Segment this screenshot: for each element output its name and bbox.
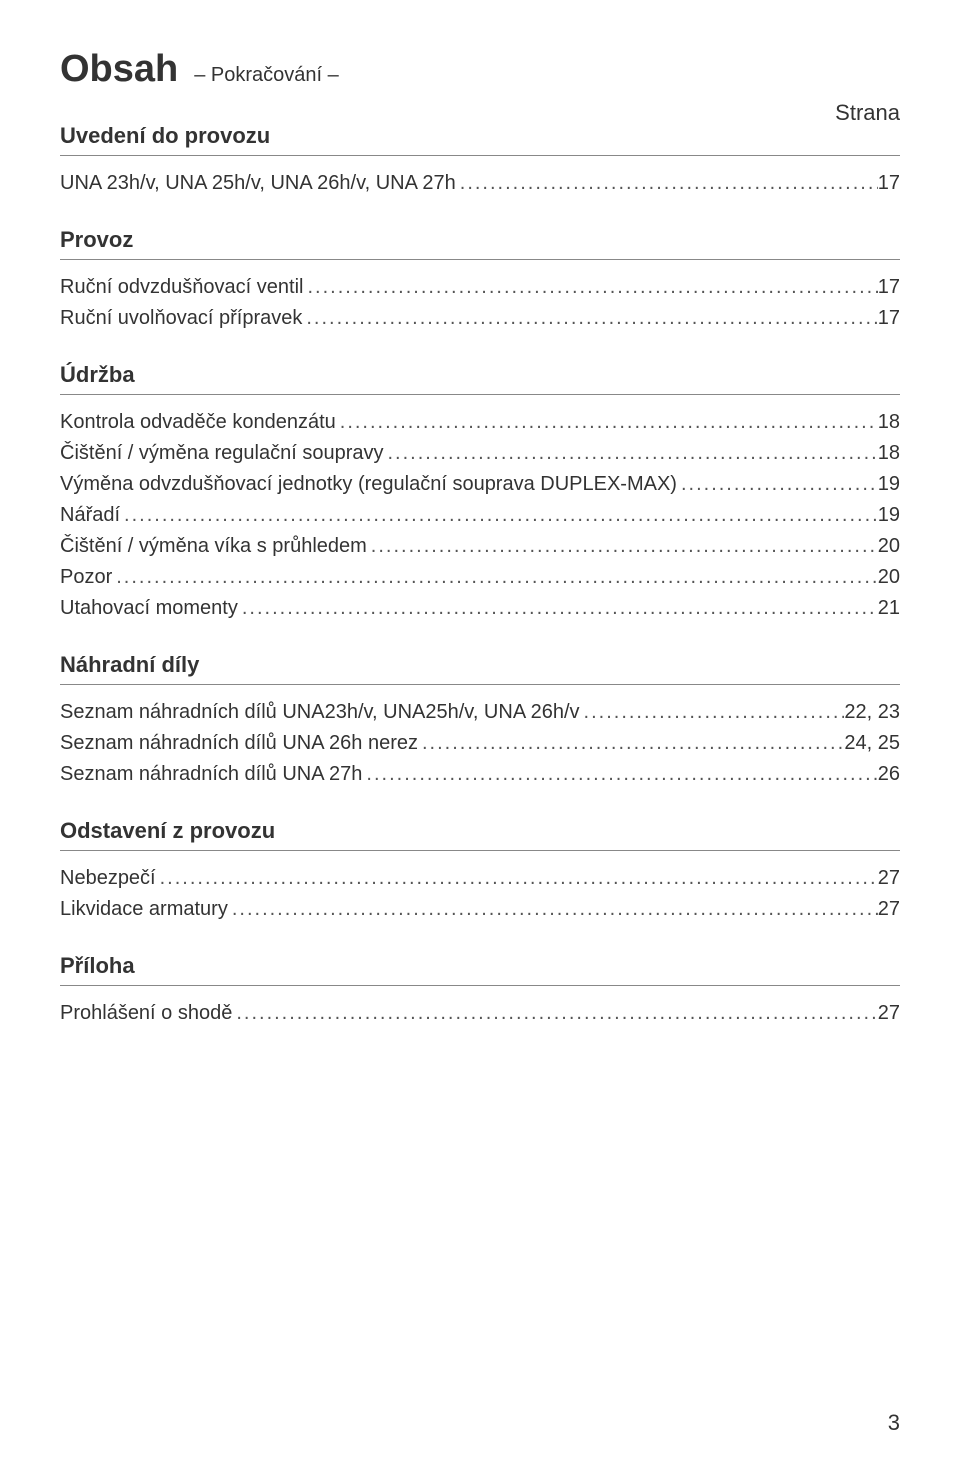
toc-row: Ruční odvzdušňovací ventil 17	[60, 272, 900, 303]
toc-row-label: Čištění / výměna víka s průhledem	[60, 531, 367, 562]
toc-row-label: Pozor	[60, 562, 112, 593]
toc-row-label: Utahovací momenty	[60, 593, 238, 624]
toc-row: Kontrola odvaděče kondenzátu 18	[60, 407, 900, 438]
toc-row: Čištění / výměna víka s průhledem 20	[60, 531, 900, 562]
toc-row: Čištění / výměna regulační soupravy 18	[60, 438, 900, 469]
toc-section: Náhradní díly Seznam náhradních dílů UNA2…	[60, 652, 900, 790]
toc-row-page: 20	[878, 531, 900, 562]
toc-row-label: Seznam náhradních dílů UNA 26h nerez	[60, 728, 418, 759]
toc-row: Ruční uvolňovací přípravek 17	[60, 303, 900, 334]
toc-row: Pozor 20	[60, 562, 900, 593]
toc-row-page: 20	[878, 562, 900, 593]
toc-row-page: 27	[878, 998, 900, 1029]
toc-row-label: Likvidace armatury	[60, 894, 228, 925]
toc-row-label: Čištění / výměna regulační soupravy	[60, 438, 384, 469]
toc-row: Nářadí 19	[60, 500, 900, 531]
toc-leader	[228, 894, 878, 925]
page-column-label: Strana	[835, 100, 900, 126]
toc-row-label: Nářadí	[60, 500, 120, 531]
toc-section: ÚdržbaKontrola odvaděče kondenzátu18Čišt…	[60, 362, 900, 624]
toc-row: Utahovací momenty 21	[60, 593, 900, 624]
page-title: Obsah	[60, 48, 178, 91]
toc-leader	[367, 531, 878, 562]
toc-row-page: 22, 23	[844, 697, 900, 728]
toc-section: ProvozRuční odvzdušňovací ventil17Ruční …	[60, 227, 900, 334]
toc-row: Likvidace armatury 27	[60, 894, 900, 925]
title-row: Obsah – Pokračování –	[60, 48, 900, 91]
toc-row-page: 17	[878, 272, 900, 303]
toc-row-label: Seznam náhradních dílů UNA23h/v, UNA25h/…	[60, 697, 580, 728]
section-heading: Odstavení z provozu	[60, 818, 900, 851]
toc-leader	[677, 469, 878, 500]
toc-row-label: Ruční odvzdušňovací ventil	[60, 272, 303, 303]
toc-row-page: 27	[878, 863, 900, 894]
toc-row: Nebezpečí 27	[60, 863, 900, 894]
toc-row-label: Ruční uvolňovací přípravek	[60, 303, 302, 334]
page-subtitle: – Pokračování –	[194, 64, 339, 87]
section-heading: Příloha	[60, 953, 900, 986]
toc-sections: Uvedení do provozu UNA 23h/v, UNA 25h/v, …	[60, 123, 900, 1029]
section-heading: Uvedení do provozu	[60, 123, 900, 156]
toc-leader	[232, 998, 877, 1029]
toc-row: Seznam náhradních dílů UNA 27h 26	[60, 759, 900, 790]
toc-leader	[120, 500, 878, 531]
toc-row-label: Prohlášení o shodě	[60, 998, 232, 1029]
toc-row-page: 19	[878, 500, 900, 531]
toc-row-label: UNA 23h/v, UNA 25h/v, UNA 26h/v, UNA 27h	[60, 168, 456, 199]
toc-row-page: 21	[878, 593, 900, 624]
toc-leader	[112, 562, 878, 593]
toc-row: Prohlášení o shodě 27	[60, 998, 900, 1029]
section-heading: Provoz	[60, 227, 900, 260]
toc-section: Příloha Prohlášení o shodě 27	[60, 953, 900, 1029]
toc-row-label: Kontrola odvaděče kondenzátu	[60, 407, 336, 438]
toc-row-page: 24, 25	[844, 728, 900, 759]
toc-row-page: 19	[878, 469, 900, 500]
toc-row-page: 26	[878, 759, 900, 790]
toc-leader	[302, 303, 877, 334]
toc-row: UNA 23h/v, UNA 25h/v, UNA 26h/v, UNA 27h…	[60, 168, 900, 199]
toc-row-label: Nebezpečí	[60, 863, 156, 894]
toc-leader	[156, 863, 878, 894]
toc-section: Odstavení z provozuNebezpečí27Likvidace …	[60, 818, 900, 925]
section-heading: Údržba	[60, 362, 900, 395]
toc-leader	[580, 697, 845, 728]
toc-row-page: 17	[878, 168, 900, 199]
toc-leader	[336, 407, 878, 438]
toc-leader	[303, 272, 877, 303]
toc-section: Uvedení do provozu UNA 23h/v, UNA 25h/v, …	[60, 123, 900, 199]
toc-leader	[238, 593, 878, 624]
toc-row-label: Výměna odvzdušňovací jednotky (regulační…	[60, 469, 677, 500]
toc-leader	[418, 728, 844, 759]
toc-row: Seznam náhradních dílů UNA 26h nerez 24, …	[60, 728, 900, 759]
toc-leader	[384, 438, 878, 469]
toc-row-page: 27	[878, 894, 900, 925]
toc-row-label: Seznam náhradních dílů UNA 27h	[60, 759, 362, 790]
toc-row: Seznam náhradních dílů UNA23h/v, UNA25h/…	[60, 697, 900, 728]
toc-row-page: 18	[878, 438, 900, 469]
toc-row: Výměna odvzdušňovací jednotky (regulační…	[60, 469, 900, 500]
section-heading: Náhradní díly	[60, 652, 900, 685]
toc-leader	[456, 168, 878, 199]
toc-row-page: 17	[878, 303, 900, 334]
toc-row-page: 18	[878, 407, 900, 438]
toc-leader	[362, 759, 877, 790]
page-number: 3	[888, 1410, 900, 1436]
